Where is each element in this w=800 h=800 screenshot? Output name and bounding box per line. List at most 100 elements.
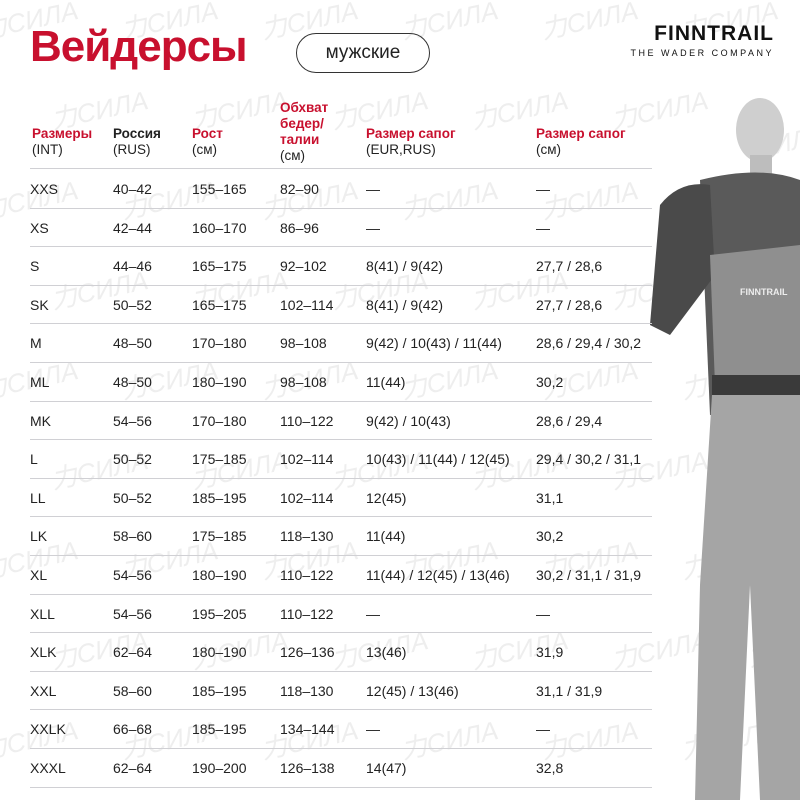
table-cell: 165–175: [192, 296, 247, 313]
table-cell: —: [536, 219, 550, 236]
table-cell: XLK: [30, 644, 57, 661]
column-header: Размеры (INT): [32, 126, 92, 158]
table-cell: 102–114: [280, 489, 334, 506]
table-cell: 11(44): [366, 374, 406, 390]
table-cell: 11(44): [366, 528, 406, 545]
table-cell: 54–56: [113, 567, 152, 583]
table-row: XXL 58–60 185–195 118–130 12(45) / 13(46) 31,…: [30, 671, 652, 711]
table-row: LK 58–60 175–185 118–130 11(44) 30,2: [30, 516, 652, 556]
table-cell: 29,4 / 30,2 / 31,1: [536, 451, 642, 468]
table-cell: 170–180: [192, 412, 247, 429]
column-header: Рост (см): [192, 126, 223, 158]
table-cell: 14(47): [366, 760, 407, 776]
table-cell: 190–200: [192, 760, 247, 776]
table-cell: 62–64: [113, 760, 152, 776]
column-unit: (EUR,RUS): [366, 142, 436, 157]
table-cell: 30,2: [536, 374, 564, 390]
table-cell: 82–90: [280, 181, 319, 197]
column-label: Размер сапог: [366, 126, 456, 141]
table-row: XLL 54–56 195–205 110–122 — —: [30, 594, 652, 634]
table-cell: 110–122: [280, 412, 334, 429]
table-cell: 9(42) / 10(43) / 11(44): [366, 335, 502, 352]
svg-text:FINNTRAIL: FINNTRAIL: [740, 287, 788, 297]
table-row: XXXL 62–64 190–200 126–138 14(47) 32,8: [30, 748, 652, 788]
table-cell: 8(41) / 9(42): [366, 258, 444, 275]
table-cell: 110–122: [280, 567, 334, 583]
table-row: XS 42–44 160–170 86–96 — —: [30, 208, 652, 248]
table-cell: —: [366, 605, 380, 622]
table-cell: XS: [30, 219, 49, 236]
table-cell: L: [30, 451, 38, 468]
table-cell: —: [536, 605, 550, 622]
table-cell: 98–108: [280, 335, 327, 352]
table-cell: 195–205: [192, 605, 247, 622]
table-cell: ML: [30, 374, 50, 390]
table-row: M 48–50 170–180 98–108 9(42) / 10(43) / 11(4…: [30, 323, 652, 363]
table-cell: XLL: [30, 605, 55, 622]
table-row: L 50–52 175–185 102–114 10(43) / 11(44) / 12…: [30, 439, 652, 479]
table-cell: XXLK: [30, 721, 66, 738]
table-cell: 175–185: [192, 528, 247, 545]
column-label: Рост: [192, 126, 223, 141]
column-unit: (см): [192, 142, 218, 157]
table-cell: 31,1: [536, 489, 564, 506]
table-cell: 30,2: [536, 528, 564, 545]
table-cell: XXXL: [30, 760, 66, 776]
table-cell: 180–190: [192, 644, 247, 661]
table-cell: S: [30, 258, 40, 275]
table-cell: 62–64: [113, 644, 152, 661]
table-cell: XL: [30, 567, 48, 583]
table-cell: 27,7 / 28,6: [536, 296, 603, 313]
table-cell: LK: [30, 528, 48, 545]
column-unit: (см): [536, 142, 562, 157]
table-row: ML 48–50 180–190 98–108 11(44) 30,2: [30, 362, 652, 402]
table-cell: 9(42) / 10(43): [366, 412, 451, 429]
table-cell: —: [536, 721, 550, 738]
table-cell: 48–50: [113, 335, 152, 352]
table-cell: XXS: [30, 181, 59, 197]
table-cell: 134–144: [280, 721, 335, 738]
table-cell: 13(46): [366, 644, 407, 661]
table-cell: 30,2 / 31,1 / 31,9: [536, 567, 642, 583]
table-cell: 102–114: [280, 451, 334, 468]
table-cell: M: [30, 335, 42, 352]
table-row: XXS 40–42 155–165 82–90 — —: [30, 169, 652, 209]
column-unit: (RUS): [113, 142, 151, 157]
model-photo: FINNTRAIL: [650, 98, 800, 800]
gender-badge: мужские: [296, 33, 430, 73]
table-cell: 54–56: [113, 605, 152, 622]
column-header: Размер сапог (EUR,RUS): [366, 126, 456, 158]
table-cell: 92–102: [280, 258, 327, 275]
table-cell: 118–130: [280, 682, 334, 699]
table-cell: 126–138: [280, 760, 335, 776]
table-cell: 185–195: [192, 682, 247, 699]
table-cell: 118–130: [280, 528, 334, 545]
table-cell: 126–136: [280, 644, 335, 661]
table-cell: 185–195: [192, 721, 247, 738]
table-cell: —: [366, 721, 380, 738]
table-cell: —: [366, 219, 380, 236]
table-cell: 102–114: [280, 296, 334, 313]
table-cell: 160–170: [192, 219, 247, 236]
table-cell: 12(45) / 13(46): [366, 682, 459, 699]
table-cell: —: [366, 181, 380, 197]
table-row: LL 50–52 185–195 102–114 12(45) 31,1: [30, 478, 652, 518]
table-cell: 175–185: [192, 451, 247, 468]
table-row: XL 54–56 180–190 110–122 11(44) / 12(45) / 1…: [30, 555, 652, 595]
table-cell: 170–180: [192, 335, 247, 352]
table-cell: XXL: [30, 682, 57, 699]
column-label: Россия: [113, 126, 161, 141]
table-row: MK 54–56 170–180 110–122 9(42) / 10(43) 28,6 …: [30, 401, 652, 441]
table-cell: 165–175: [192, 258, 247, 275]
column-unit: (см): [280, 148, 306, 163]
table-row: S 44–46 165–175 92–102 8(41) / 9(42) 27,7 / 2…: [30, 246, 652, 286]
brand-tagline: THE WADER COMPANY: [630, 48, 774, 58]
table-cell: LL: [30, 489, 46, 506]
table-cell: 185–195: [192, 489, 247, 506]
column-unit: (INT): [32, 142, 63, 157]
table-cell: 28,6 / 29,4: [536, 412, 603, 429]
table-cell: 27,7 / 28,6: [536, 258, 603, 275]
table-cell: 11(44) / 12(45) / 13(46): [366, 567, 510, 583]
table-cell: 32,8: [536, 760, 564, 776]
table-cell: 54–56: [113, 412, 152, 429]
